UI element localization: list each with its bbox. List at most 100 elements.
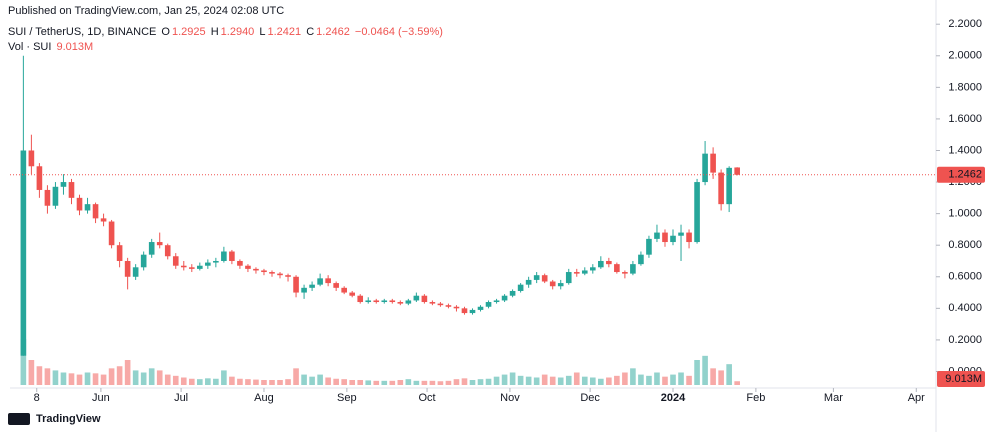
volume-bar [164, 374, 171, 385]
volume-bar [229, 376, 235, 385]
candle-body [654, 232, 660, 239]
candle-body [381, 300, 388, 303]
volume-bar [76, 374, 83, 385]
volume-bar [581, 376, 588, 385]
candle-body [309, 284, 315, 288]
volume-bar [662, 376, 668, 385]
volume-bar [261, 380, 267, 385]
volume-bar [349, 380, 356, 385]
y-tick-label: 0.8000 [948, 239, 982, 251]
volume-bar [614, 375, 620, 385]
volume-bar [205, 378, 211, 385]
ohlc-value: 1.2925 [171, 26, 206, 38]
volume-bar [694, 360, 700, 385]
candle-body [229, 251, 235, 261]
candle-body [253, 268, 259, 271]
volume-line: Vol · SUI 9.013M [8, 41, 95, 53]
candle-body [533, 275, 540, 280]
volume-bar [172, 375, 179, 385]
candle-body [373, 300, 380, 303]
volume-bar [188, 378, 195, 385]
volume-bar [60, 372, 67, 385]
candle-body [598, 260, 604, 268]
ohlc-key: O [161, 26, 170, 38]
candle-body [100, 218, 107, 222]
volume-bar [92, 373, 99, 385]
volume-bar [686, 375, 692, 385]
volume-bar [277, 380, 283, 385]
candle-body [357, 295, 364, 303]
candle-body [124, 260, 131, 277]
volume-bar [68, 373, 75, 385]
candle-body [261, 270, 267, 273]
candle-body [188, 267, 195, 269]
volume-bar [541, 374, 548, 385]
volume-bar [477, 379, 484, 385]
volume-bar [156, 370, 163, 385]
candle-body [469, 309, 476, 314]
volume-bar [116, 366, 123, 385]
candle-body [269, 272, 275, 274]
candle-body [397, 302, 404, 304]
candle-body [213, 260, 219, 263]
volume-bar [606, 377, 612, 385]
volume-bar [702, 355, 708, 385]
candle-body [301, 287, 307, 293]
candle-body [405, 300, 412, 304]
volume-bar [437, 381, 444, 385]
volume-bar [381, 380, 388, 385]
candle-body [68, 182, 75, 198]
volume-key: Vol · SUI [8, 41, 52, 53]
candle-body [662, 232, 668, 243]
volume-bar [726, 364, 732, 385]
candle-body [549, 281, 556, 287]
candle-body [670, 235, 676, 243]
candle-body [622, 272, 628, 274]
candle-body [614, 264, 620, 273]
candle-body [557, 283, 564, 287]
x-tick-label: Aug [254, 392, 274, 404]
volume-bar [646, 375, 652, 385]
volume-bar [421, 380, 428, 385]
volume-bar [501, 374, 508, 385]
volume-bar [221, 370, 227, 385]
candle-body [197, 265, 203, 269]
volume-bar [678, 372, 684, 385]
x-tick-label: Jul [174, 392, 188, 404]
volume-bar [197, 379, 203, 385]
candle-body [277, 273, 283, 276]
volume-bar [718, 370, 724, 385]
candle-body [205, 262, 211, 266]
candle-body [172, 256, 179, 266]
candle-body [92, 204, 99, 219]
volume-bar [357, 380, 364, 385]
ohlc-key: H [210, 26, 219, 38]
candle-body [477, 306, 484, 310]
candle-body [734, 167, 740, 175]
y-tick-label: 2.2000 [948, 18, 982, 30]
volume-bar [132, 370, 139, 385]
volume-bar [557, 377, 564, 385]
candle-body [485, 302, 492, 307]
candle-body [573, 272, 580, 274]
volume-bar [20, 339, 27, 385]
volume-bar [734, 381, 740, 385]
volume-bar [84, 372, 91, 385]
candle-body [606, 260, 612, 265]
ohlc-value: 1.2462 [316, 26, 350, 38]
x-tick-label: Jun [92, 392, 110, 404]
volume-bar [493, 376, 500, 385]
candle-body [164, 245, 171, 257]
volume-bar [148, 368, 155, 385]
candle-body [453, 306, 460, 309]
candle-body [581, 270, 588, 274]
ohlc-value: 1.2421 [267, 26, 302, 38]
candle-body [702, 153, 708, 183]
candle-body [180, 265, 187, 268]
x-tick-label: Mar [824, 392, 843, 404]
candle-body [140, 254, 147, 268]
volume-bar [573, 372, 580, 385]
volume-bar [108, 368, 115, 385]
x-tick-label: Apr [908, 392, 925, 404]
x-tick-label: Feb [746, 392, 765, 404]
